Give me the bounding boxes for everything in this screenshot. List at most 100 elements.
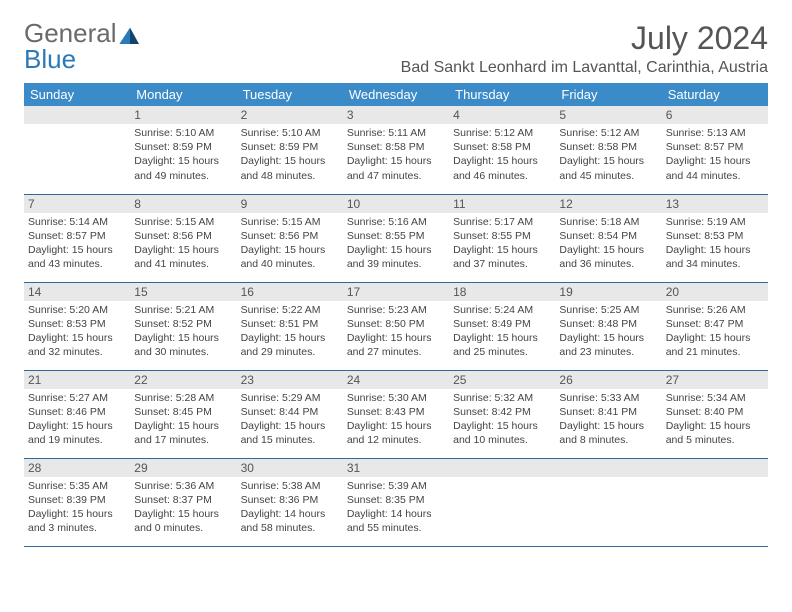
month-title: July 2024: [401, 20, 768, 57]
day-number: 23: [237, 371, 343, 389]
day-details: Sunrise: 5:21 AMSunset: 8:52 PMDaylight:…: [130, 301, 236, 364]
day-number: 18: [449, 283, 555, 301]
day-details: Sunrise: 5:29 AMSunset: 8:44 PMDaylight:…: [237, 389, 343, 452]
calendar-day-cell: 15Sunrise: 5:21 AMSunset: 8:52 PMDayligh…: [130, 282, 236, 370]
day-details: Sunrise: 5:17 AMSunset: 8:55 PMDaylight:…: [449, 213, 555, 276]
weekday-header: Thursday: [449, 83, 555, 106]
calendar-day-cell: 31Sunrise: 5:39 AMSunset: 8:35 PMDayligh…: [343, 458, 449, 546]
calendar-day-cell: 24Sunrise: 5:30 AMSunset: 8:43 PMDayligh…: [343, 370, 449, 458]
day-details: Sunrise: 5:12 AMSunset: 8:58 PMDaylight:…: [449, 124, 555, 187]
day-details: Sunrise: 5:22 AMSunset: 8:51 PMDaylight:…: [237, 301, 343, 364]
day-number: [24, 106, 130, 124]
day-details: Sunrise: 5:32 AMSunset: 8:42 PMDaylight:…: [449, 389, 555, 452]
day-details: Sunrise: 5:24 AMSunset: 8:49 PMDaylight:…: [449, 301, 555, 364]
day-details: Sunrise: 5:14 AMSunset: 8:57 PMDaylight:…: [24, 213, 130, 276]
day-number: 22: [130, 371, 236, 389]
logo-text-2: Blue: [24, 44, 76, 74]
day-details: Sunrise: 5:33 AMSunset: 8:41 PMDaylight:…: [555, 389, 661, 452]
day-number: 29: [130, 459, 236, 477]
day-details: Sunrise: 5:13 AMSunset: 8:57 PMDaylight:…: [662, 124, 768, 187]
day-number: 3: [343, 106, 449, 124]
day-number: 20: [662, 283, 768, 301]
calendar-day-cell: 3Sunrise: 5:11 AMSunset: 8:58 PMDaylight…: [343, 106, 449, 194]
calendar-day-cell: [555, 458, 661, 546]
day-details: Sunrise: 5:25 AMSunset: 8:48 PMDaylight:…: [555, 301, 661, 364]
calendar-day-cell: 8Sunrise: 5:15 AMSunset: 8:56 PMDaylight…: [130, 194, 236, 282]
calendar-day-cell: [449, 458, 555, 546]
calendar-week-row: 28Sunrise: 5:35 AMSunset: 8:39 PMDayligh…: [24, 458, 768, 546]
weekday-header: Monday: [130, 83, 236, 106]
day-details: Sunrise: 5:34 AMSunset: 8:40 PMDaylight:…: [662, 389, 768, 452]
day-number: 13: [662, 195, 768, 213]
day-details: Sunrise: 5:36 AMSunset: 8:37 PMDaylight:…: [130, 477, 236, 540]
day-details: Sunrise: 5:30 AMSunset: 8:43 PMDaylight:…: [343, 389, 449, 452]
day-details: Sunrise: 5:19 AMSunset: 8:53 PMDaylight:…: [662, 213, 768, 276]
day-number: 5: [555, 106, 661, 124]
day-number: 4: [449, 106, 555, 124]
logo: GeneralBlue: [24, 20, 141, 72]
day-number: 1: [130, 106, 236, 124]
day-number: 24: [343, 371, 449, 389]
day-details: Sunrise: 5:27 AMSunset: 8:46 PMDaylight:…: [24, 389, 130, 452]
day-number: 19: [555, 283, 661, 301]
calendar-day-cell: 20Sunrise: 5:26 AMSunset: 8:47 PMDayligh…: [662, 282, 768, 370]
logo-mark-icon: [119, 22, 141, 48]
weekday-header: Wednesday: [343, 83, 449, 106]
page-header: GeneralBlue July 2024 Bad Sankt Leonhard…: [24, 20, 768, 77]
day-details: Sunrise: 5:28 AMSunset: 8:45 PMDaylight:…: [130, 389, 236, 452]
day-details: Sunrise: 5:16 AMSunset: 8:55 PMDaylight:…: [343, 213, 449, 276]
day-details: Sunrise: 5:12 AMSunset: 8:58 PMDaylight:…: [555, 124, 661, 187]
calendar-day-cell: 1Sunrise: 5:10 AMSunset: 8:59 PMDaylight…: [130, 106, 236, 194]
weekday-header: Saturday: [662, 83, 768, 106]
calendar-day-cell: 29Sunrise: 5:36 AMSunset: 8:37 PMDayligh…: [130, 458, 236, 546]
calendar-week-row: 1Sunrise: 5:10 AMSunset: 8:59 PMDaylight…: [24, 106, 768, 194]
calendar-day-cell: [662, 458, 768, 546]
calendar-day-cell: 22Sunrise: 5:28 AMSunset: 8:45 PMDayligh…: [130, 370, 236, 458]
calendar-day-cell: 16Sunrise: 5:22 AMSunset: 8:51 PMDayligh…: [237, 282, 343, 370]
day-number: 27: [662, 371, 768, 389]
calendar-day-cell: 9Sunrise: 5:15 AMSunset: 8:56 PMDaylight…: [237, 194, 343, 282]
day-details: Sunrise: 5:26 AMSunset: 8:47 PMDaylight:…: [662, 301, 768, 364]
calendar-day-cell: 10Sunrise: 5:16 AMSunset: 8:55 PMDayligh…: [343, 194, 449, 282]
day-number: 6: [662, 106, 768, 124]
day-number: 11: [449, 195, 555, 213]
calendar-day-cell: 19Sunrise: 5:25 AMSunset: 8:48 PMDayligh…: [555, 282, 661, 370]
day-details: Sunrise: 5:23 AMSunset: 8:50 PMDaylight:…: [343, 301, 449, 364]
day-details: Sunrise: 5:15 AMSunset: 8:56 PMDaylight:…: [237, 213, 343, 276]
calendar-day-cell: 2Sunrise: 5:10 AMSunset: 8:59 PMDaylight…: [237, 106, 343, 194]
day-details: Sunrise: 5:38 AMSunset: 8:36 PMDaylight:…: [237, 477, 343, 540]
day-number: 30: [237, 459, 343, 477]
day-number: [662, 459, 768, 477]
day-number: 26: [555, 371, 661, 389]
calendar-day-cell: 11Sunrise: 5:17 AMSunset: 8:55 PMDayligh…: [449, 194, 555, 282]
day-number: 28: [24, 459, 130, 477]
calendar-header-row: SundayMondayTuesdayWednesdayThursdayFrid…: [24, 83, 768, 106]
day-details: Sunrise: 5:11 AMSunset: 8:58 PMDaylight:…: [343, 124, 449, 187]
day-details: Sunrise: 5:15 AMSunset: 8:56 PMDaylight:…: [130, 213, 236, 276]
calendar-body: 1Sunrise: 5:10 AMSunset: 8:59 PMDaylight…: [24, 106, 768, 546]
day-number: 21: [24, 371, 130, 389]
day-number: 17: [343, 283, 449, 301]
calendar-day-cell: 30Sunrise: 5:38 AMSunset: 8:36 PMDayligh…: [237, 458, 343, 546]
calendar-day-cell: 6Sunrise: 5:13 AMSunset: 8:57 PMDaylight…: [662, 106, 768, 194]
calendar-week-row: 7Sunrise: 5:14 AMSunset: 8:57 PMDaylight…: [24, 194, 768, 282]
day-details: Sunrise: 5:35 AMSunset: 8:39 PMDaylight:…: [24, 477, 130, 540]
day-number: [449, 459, 555, 477]
calendar-day-cell: 21Sunrise: 5:27 AMSunset: 8:46 PMDayligh…: [24, 370, 130, 458]
weekday-header: Tuesday: [237, 83, 343, 106]
calendar-day-cell: 23Sunrise: 5:29 AMSunset: 8:44 PMDayligh…: [237, 370, 343, 458]
day-number: [555, 459, 661, 477]
weekday-header: Friday: [555, 83, 661, 106]
calendar-day-cell: 12Sunrise: 5:18 AMSunset: 8:54 PMDayligh…: [555, 194, 661, 282]
day-number: 9: [237, 195, 343, 213]
calendar-day-cell: 7Sunrise: 5:14 AMSunset: 8:57 PMDaylight…: [24, 194, 130, 282]
calendar-table: SundayMondayTuesdayWednesdayThursdayFrid…: [24, 83, 768, 547]
day-details: Sunrise: 5:10 AMSunset: 8:59 PMDaylight:…: [237, 124, 343, 187]
day-number: 2: [237, 106, 343, 124]
weekday-header: Sunday: [24, 83, 130, 106]
day-number: 31: [343, 459, 449, 477]
day-details: Sunrise: 5:10 AMSunset: 8:59 PMDaylight:…: [130, 124, 236, 187]
day-number: 16: [237, 283, 343, 301]
calendar-day-cell: 27Sunrise: 5:34 AMSunset: 8:40 PMDayligh…: [662, 370, 768, 458]
day-number: 14: [24, 283, 130, 301]
